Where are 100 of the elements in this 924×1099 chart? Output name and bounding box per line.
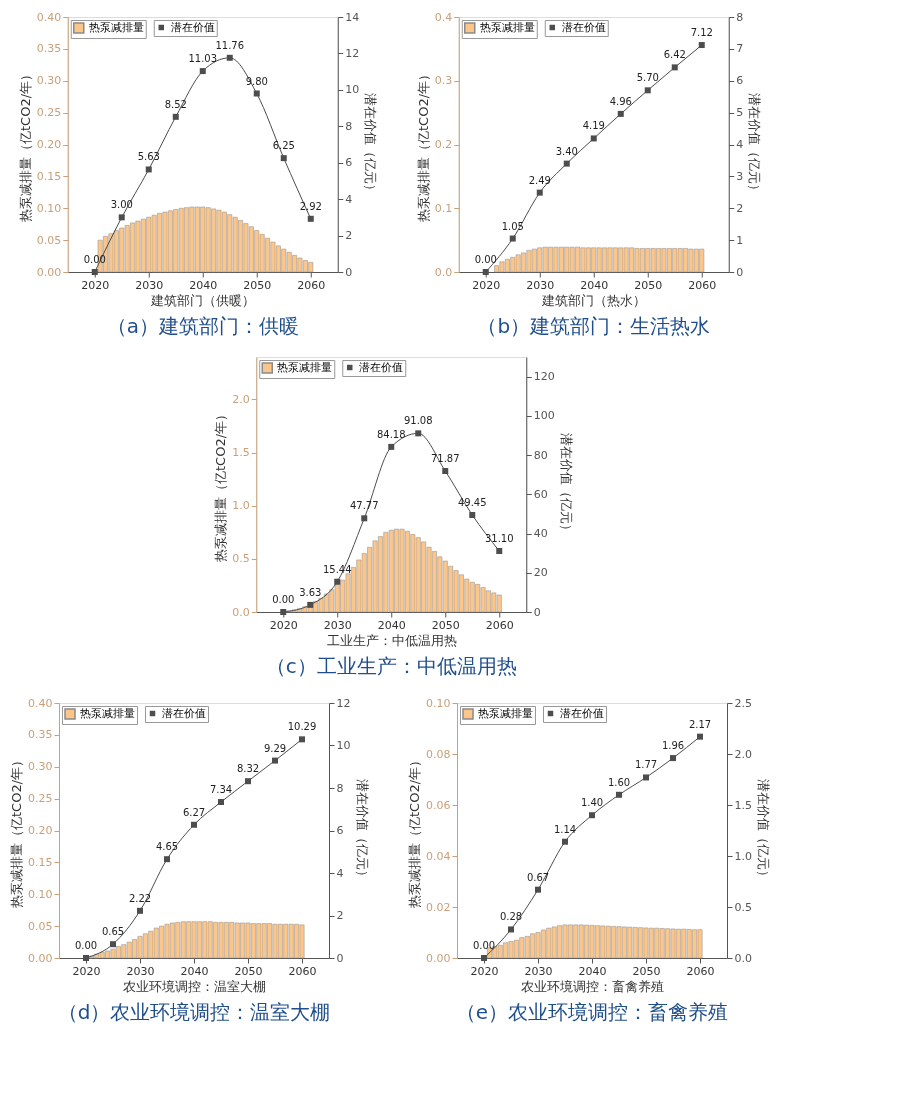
- y2-tick-label: 100: [533, 409, 555, 423]
- y-tick-label: 0.00: [28, 951, 53, 965]
- x-tick-label: 2050: [634, 278, 663, 292]
- data-label: 84.18: [376, 428, 406, 440]
- y-tick-label: 0.20: [28, 824, 53, 837]
- x-tick-label: 2030: [323, 618, 352, 632]
- x-tick-label: 2030: [524, 964, 553, 978]
- data-label: 47.77: [349, 500, 379, 512]
- y-tick-label: 0.15: [28, 855, 53, 869]
- data-label: 4.65: [155, 841, 179, 853]
- legend-label: 热泵减排量: [88, 21, 144, 34]
- data-label: 0.00: [474, 254, 497, 265]
- y2-tick-label: 6: [345, 156, 353, 170]
- data-label: 11.03: [188, 53, 218, 65]
- data-label: 3.40: [555, 145, 578, 157]
- y-tick-label: 0.08: [426, 747, 451, 761]
- legend-label: 热泵减排量: [478, 707, 533, 720]
- data-label: 9.29: [263, 742, 287, 754]
- legend-label: 潜在价值: [560, 706, 604, 720]
- y-tick-label: 2.0: [232, 393, 250, 406]
- y-tick-label: 0.1: [434, 201, 453, 215]
- y-tick-label: 0.04: [426, 849, 451, 863]
- text: （b）建筑部门：生活热水: [477, 314, 711, 338]
- y-tick-label: 0.35: [36, 42, 62, 56]
- x-axis-title: 建筑部门（供暖）: [150, 292, 256, 308]
- y2-tick-label: 4: [345, 192, 353, 206]
- x-axis-title: 农业环境调控：畜禽养殖: [521, 978, 664, 994]
- data-label: 4.19: [582, 120, 605, 132]
- legend-label: 热泵减排量: [80, 707, 135, 720]
- x-tick-label: 2050: [632, 964, 661, 978]
- data-label: 1.60: [607, 776, 631, 788]
- data-label: 2.49: [528, 174, 551, 186]
- y-tick-label: 0.06: [426, 798, 451, 812]
- y-tick-label: 0.20: [36, 138, 62, 151]
- legend-label: 热泵减排量: [277, 361, 333, 374]
- y2-tick-label: 0: [736, 265, 744, 279]
- y-tick-label: 0.2: [434, 138, 453, 151]
- data-label: 0.00: [272, 594, 295, 605]
- data-label: 15.44: [322, 563, 352, 575]
- data-label: 3.00: [110, 199, 133, 211]
- y-tick-label: 0.25: [28, 792, 53, 806]
- text: （a）建筑部门：供暖: [106, 314, 299, 338]
- y-tick-label: 0.02: [426, 900, 451, 914]
- y2-tick-label: 3: [736, 169, 744, 183]
- legend-label: 潜在价值: [561, 20, 606, 34]
- data-label: 0.28: [499, 911, 523, 923]
- y2-tick-label: 7: [736, 42, 744, 56]
- data-label: 10.29: [287, 721, 317, 733]
- y-axis-title: 热泵减排量（亿tCO2/年）: [213, 407, 229, 563]
- data-label: 1.40: [580, 797, 604, 809]
- data-label: 5.70: [636, 72, 659, 84]
- y2-tick-label: 4: [336, 866, 344, 880]
- x-tick-label: 2030: [526, 278, 555, 292]
- data-label: 8.32: [236, 763, 260, 775]
- text: （e）农业环境调控：畜禽养殖: [455, 1000, 729, 1024]
- y-tick-label: 0.05: [36, 233, 62, 247]
- y2-tick-label: 1.5: [734, 798, 752, 812]
- x-tick-label: 2060: [688, 278, 717, 292]
- data-label: 3.63: [299, 586, 322, 598]
- y-axis-title: 热泵减排量（亿tCO2/年）: [407, 753, 423, 909]
- y-tick-label: 0.10: [36, 201, 62, 215]
- x-axis-title: 建筑部门（热水）: [541, 292, 647, 308]
- data-label: 0.00: [74, 940, 98, 951]
- x-tick-label: 2020: [472, 278, 501, 292]
- x-tick-label: 2060: [686, 964, 715, 978]
- data-label: 1.77: [634, 759, 658, 771]
- data-label: 5.63: [137, 151, 160, 163]
- data-label: 1.96: [661, 740, 685, 752]
- y2-tick-label: 80: [533, 448, 548, 462]
- data-label: 7.34: [209, 784, 233, 796]
- x-tick-label: 2020: [72, 964, 101, 978]
- text: （c）工业生产：中低温用热: [265, 654, 517, 678]
- data-label: 0.00: [472, 940, 496, 951]
- y-tick-label: 0.10: [426, 696, 451, 710]
- text: （d）农业环境调控：温室大棚: [57, 1000, 331, 1024]
- y-tick-label: 0.0: [232, 605, 250, 619]
- data-label: 0.65: [101, 926, 125, 938]
- data-label: 2.22: [128, 892, 152, 904]
- y-axis-title: 热泵减排量（亿tCO2/年）: [17, 67, 33, 223]
- y-tick-label: 0.15: [36, 169, 62, 183]
- y-tick-label: 0.25: [36, 106, 62, 120]
- x-tick-label: 2030: [126, 964, 155, 978]
- y-tick-label: 0.30: [36, 74, 62, 88]
- y2-tick-label: 0: [345, 265, 353, 279]
- y2-tick-label: 40: [533, 527, 548, 541]
- y-tick-label: 0.5: [232, 552, 250, 566]
- y2-tick-label: 2: [345, 229, 353, 243]
- x-tick-label: 2040: [189, 278, 218, 292]
- data-label: 31.10: [484, 533, 514, 544]
- x-tick-label: 2020: [470, 964, 499, 978]
- x-tick-label: 2020: [269, 618, 298, 632]
- y2-tick-label: 2: [336, 909, 344, 922]
- data-label: 1.05: [501, 220, 524, 232]
- data-label: 0.67: [526, 871, 550, 883]
- x-tick-label: 2040: [377, 618, 406, 632]
- data-label: 2.17: [688, 718, 712, 730]
- y2-tick-label: 60: [533, 487, 548, 501]
- y2-tick-label: 2: [736, 201, 744, 215]
- x-tick-label: 2040: [578, 964, 607, 978]
- y2-tick-label: 0.0: [734, 951, 752, 965]
